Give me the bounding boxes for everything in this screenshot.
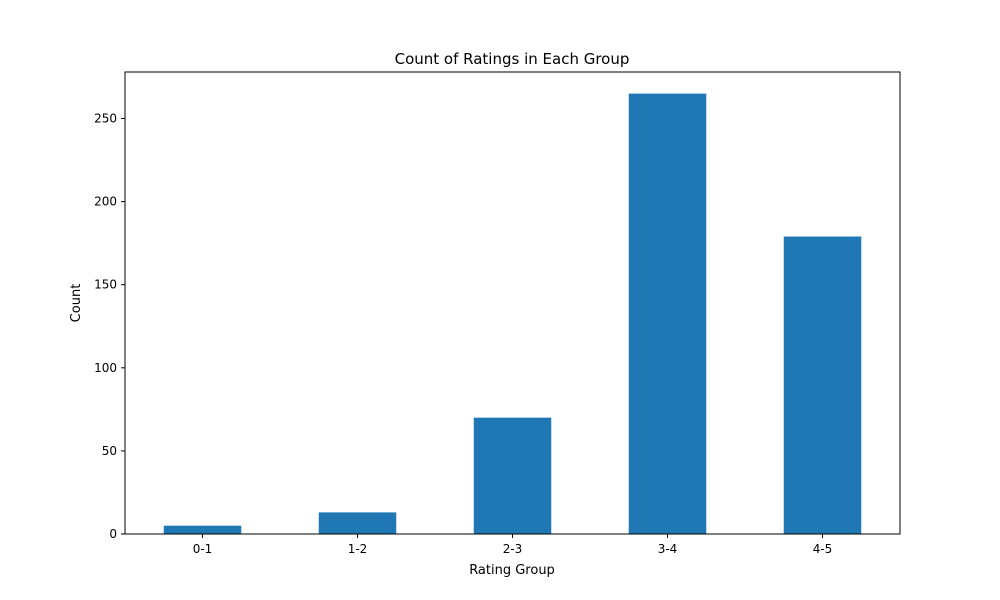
x-tick-label: 3-4	[658, 542, 678, 556]
plot-frame	[124, 71, 901, 535]
bar-2-3	[473, 417, 552, 534]
y-tick-label: 200	[94, 195, 117, 209]
bar-0-1	[163, 525, 242, 534]
x-tick-label: 1-2	[348, 542, 368, 556]
x-tick-label: 2-3	[503, 542, 523, 556]
y-axis-ticks: 0 50 100 150 200 250	[94, 112, 125, 541]
bar-1-2	[318, 512, 397, 534]
bar-3-4	[628, 93, 707, 535]
y-tick-label: 150	[94, 278, 117, 292]
bar-4-5	[783, 236, 862, 534]
y-axis-label: Count	[69, 284, 84, 323]
y-tick-label: 250	[94, 112, 117, 126]
bars-group	[163, 93, 862, 535]
x-tick-label: 0-1	[193, 542, 213, 556]
x-tick-label: 4-5	[813, 542, 833, 556]
y-tick-label: 100	[94, 361, 117, 375]
chart-title: Count of Ratings in Each Group	[395, 50, 630, 68]
y-tick-label: 50	[102, 444, 117, 458]
x-axis-ticks: 0-1 1-2 2-3 3-4 4-5	[193, 534, 833, 556]
x-axis-label: Rating Group	[469, 563, 555, 578]
y-tick-label: 0	[109, 527, 117, 541]
